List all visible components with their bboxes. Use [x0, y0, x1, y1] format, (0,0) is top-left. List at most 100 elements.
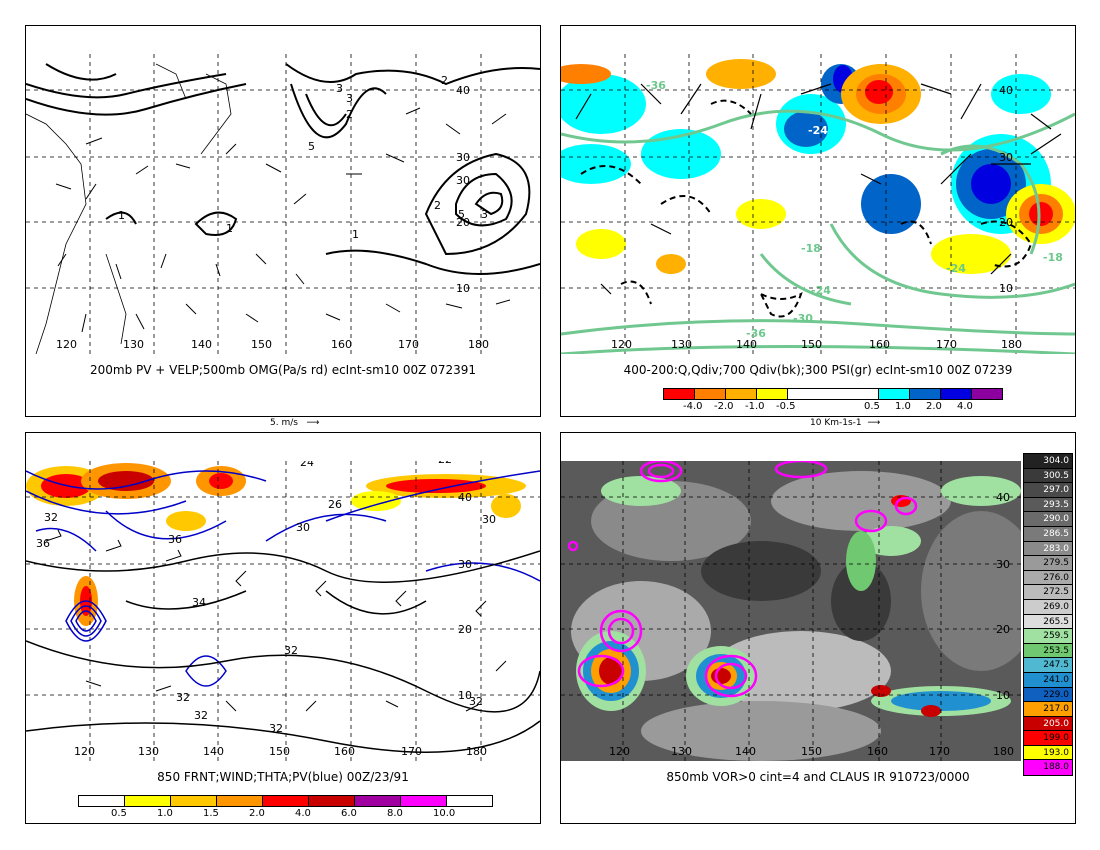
contour-label: 1 — [226, 222, 233, 235]
colorbar-cell: 229.0 — [1024, 687, 1072, 703]
colorbar-cell: 293.5 — [1024, 497, 1072, 513]
contour-label: 2 — [434, 199, 441, 212]
lat-label: 10 — [458, 689, 472, 702]
colorbar-cell: 247.5 — [1024, 658, 1072, 673]
colorbar-cell: 297.0 — [1024, 483, 1072, 498]
contour-label: 24 — [300, 461, 314, 469]
contour-label: 32 — [176, 691, 190, 704]
arrow-right-icon: ⟶ — [300, 418, 320, 428]
contour-label: 30 — [456, 174, 470, 187]
contour-label: 26 — [328, 498, 342, 511]
colorbar-cell: 217.0 — [1024, 702, 1072, 717]
map-200mb-pv-velp: 2 3 2 5 3 30 2 5 3 1 1 1 40 30 20 10 — [26, 54, 540, 354]
contour-label: -24 — [946, 262, 966, 275]
lat-label: 30 — [456, 151, 470, 164]
lon-label: 160 — [867, 745, 888, 758]
colorbar-cell — [664, 389, 695, 399]
lat-label: 40 — [999, 84, 1013, 97]
lon-label: 180 — [466, 745, 487, 758]
map-svg-1: 2 3 2 5 3 30 2 5 3 1 1 1 40 30 20 10 — [26, 54, 540, 354]
map-q-vector: -36 -24 -18 -24 -30 -36 -18 -24 40 30 20… — [561, 54, 1075, 354]
lon-label: 170 — [929, 745, 950, 758]
map-850-front: 24 22 32 26 36 30 36 30 34 32 32 32 32 3… — [26, 461, 540, 761]
panel-caption: 850mb VOR>0 cint=4 and CLAUS IR 910723/0… — [666, 770, 970, 784]
contour-label: 5 — [308, 140, 315, 153]
lon-label: 120 — [611, 338, 632, 351]
lon-label: 170 — [398, 338, 419, 351]
lat-label: 40 — [458, 491, 472, 504]
colorbar-label: 1.0 — [157, 808, 173, 819]
colorbar-label: 2.0 — [926, 401, 942, 412]
colorbar-cell — [217, 796, 263, 806]
colorbar-cell — [79, 796, 125, 806]
lat-label: 40 — [996, 491, 1010, 504]
lon-label: 160 — [334, 745, 355, 758]
scale-label: 5. m/s ⟶ — [270, 418, 319, 428]
lat-label: 20 — [458, 623, 472, 636]
colorbar-cell: 283.0 — [1024, 541, 1072, 557]
contour-label: 3 — [346, 92, 353, 105]
panel-200mb-pv: 2 3 2 5 3 30 2 5 3 1 1 1 40 30 20 10 — [25, 25, 541, 417]
colorbar-label: -4.0 — [683, 401, 703, 412]
colorbar-cell: 304.0 — [1024, 454, 1072, 469]
panel-caption: 400-200:Q,Qdiv;700 Qdiv(bk);300 PSI(gr) … — [623, 363, 1013, 377]
scale-label: 10 Km-1s-1 ⟶ — [810, 418, 880, 428]
colorbar-labels: 0.5 1.0 1.5 2.0 4.0 6.0 8.0 10.0 — [111, 808, 479, 819]
colorbar-cell: 290.0 — [1024, 512, 1072, 527]
colorbar-front — [78, 795, 493, 807]
lat-label: 10 — [456, 282, 470, 295]
contour-label: -36 — [746, 327, 766, 340]
colorbar-cell — [879, 389, 910, 399]
lon-label: 130 — [671, 338, 692, 351]
colorbar-label: 1.0 — [895, 401, 911, 412]
panel-caption: 850 FRNT;WIND;THTA;PV(blue) 00Z/23/91 — [157, 770, 409, 784]
lon-label: 150 — [269, 745, 290, 758]
lat-label: 20 — [996, 623, 1010, 636]
colorbar-label: 8.0 — [387, 808, 403, 819]
lon-label: 150 — [251, 338, 272, 351]
colorbar-cell — [757, 389, 788, 399]
contour-label: -24 — [808, 124, 828, 137]
colorbar-label: -2.0 — [714, 401, 734, 412]
colorbar-cell — [972, 389, 1002, 399]
contour-label: 32 — [469, 695, 483, 708]
colorbar-cell: 286.5 — [1024, 526, 1072, 542]
colorbar-cell — [910, 389, 941, 399]
lat-label: 30 — [996, 558, 1010, 571]
contour-label: 36 — [36, 537, 50, 550]
lon-label: 150 — [801, 338, 822, 351]
contour-label: 2 — [441, 74, 448, 87]
colorbar-label: 4.0 — [295, 808, 311, 819]
panel-850-vor-ir: 40 30 20 10 120 130 140 150 160 170 180 … — [560, 432, 1076, 824]
panel-q-vector: -36 -24 -18 -24 -30 -36 -18 -24 40 30 20… — [560, 25, 1076, 417]
lon-label: 180 — [993, 745, 1014, 758]
contour-label: 22 — [438, 461, 452, 466]
lat-label: 40 — [456, 84, 470, 97]
lon-label: 140 — [735, 745, 756, 758]
colorbar-cell — [695, 389, 726, 399]
lat-label: 10 — [999, 282, 1013, 295]
colorbar-label: 0.5 — [864, 401, 880, 412]
lat-label: 30 — [458, 558, 472, 571]
contour-label: 32 — [269, 722, 283, 735]
lon-label: 180 — [468, 338, 489, 351]
contour-label: -24 — [811, 284, 831, 297]
contour-label: 32 — [44, 511, 58, 524]
contour-label: 32 — [194, 709, 208, 722]
lon-label: 180 — [1001, 338, 1022, 351]
colorbar-cell — [447, 796, 492, 806]
lon-label: 170 — [936, 338, 957, 351]
colorbar-label: -0.5 — [776, 401, 796, 412]
colorbar-cell: 279.5 — [1024, 556, 1072, 571]
colorbar-cell: 276.0 — [1024, 570, 1072, 586]
colorbar-cell: 253.5 — [1024, 643, 1072, 659]
lon-label: 140 — [191, 338, 212, 351]
colorbar-cell: 205.0 — [1024, 716, 1072, 732]
lat-label: 10 — [996, 689, 1010, 702]
colorbar-cell — [726, 389, 757, 399]
colorbar-cell: 265.5 — [1024, 614, 1072, 630]
colorbar-cell — [263, 796, 309, 806]
contour-label: 34 — [192, 596, 206, 609]
lon-label: 170 — [401, 745, 422, 758]
arrow-right-icon: ⟶ — [864, 418, 881, 428]
